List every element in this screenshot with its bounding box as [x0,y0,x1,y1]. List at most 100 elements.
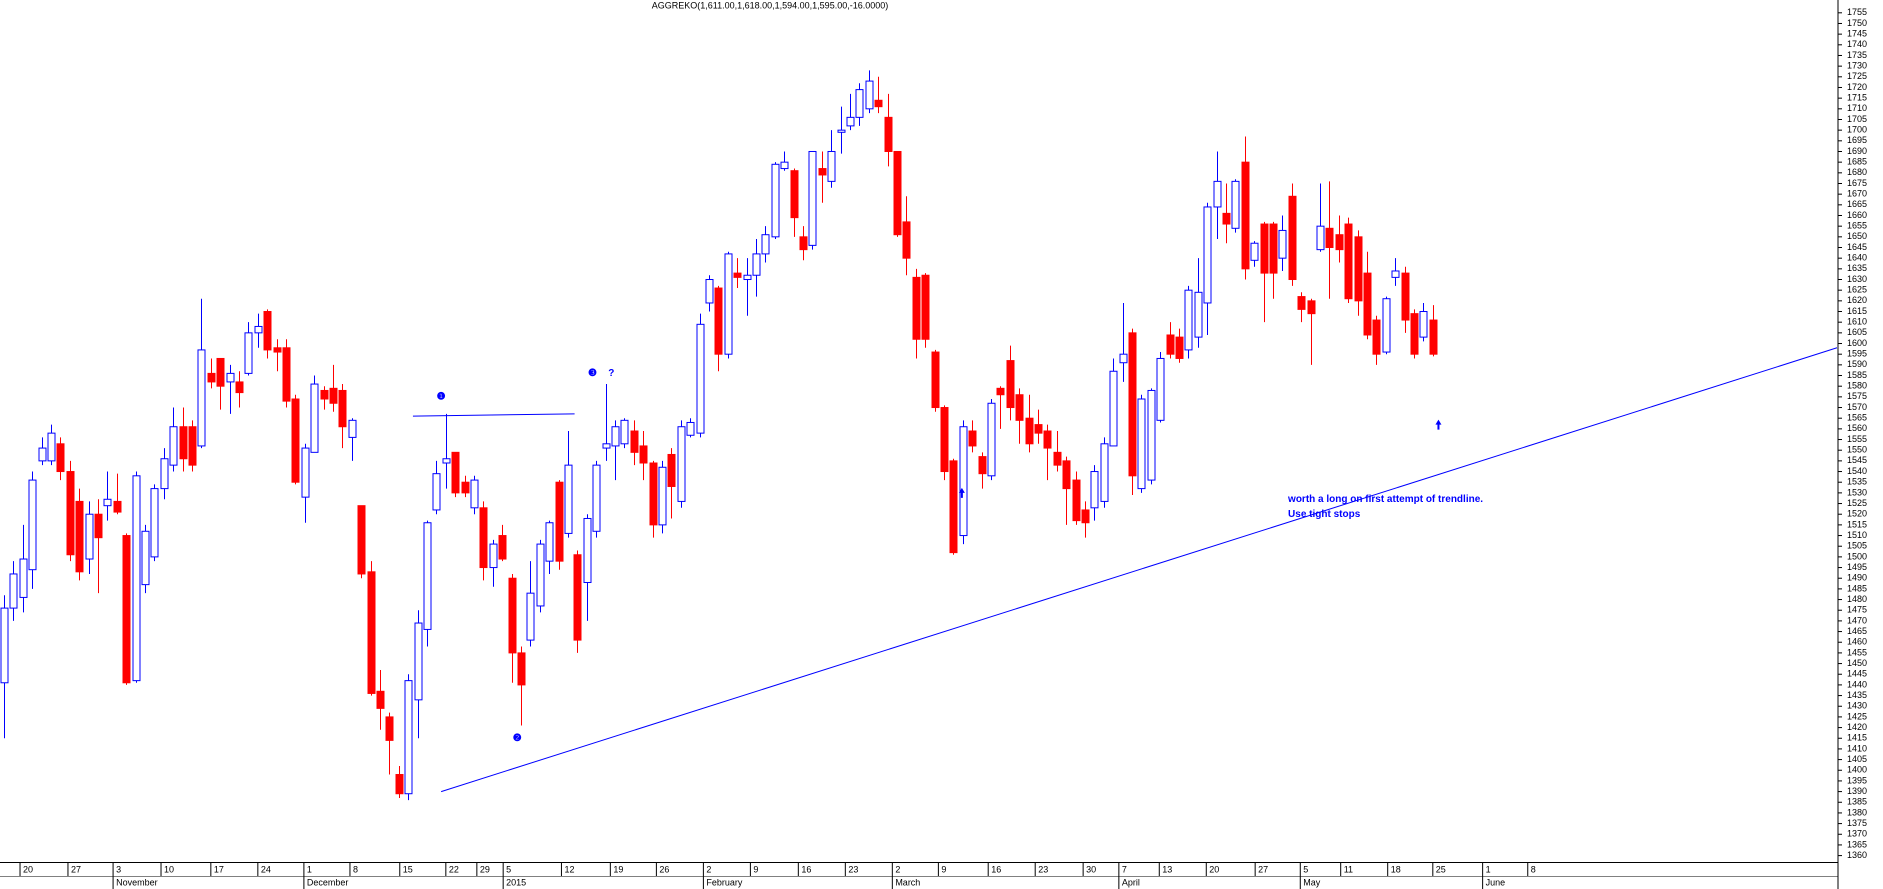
x-tick-label: 24 [261,864,271,874]
candle-body [188,426,197,466]
candle-body [1006,360,1015,409]
x-tick-label: 8 [1531,864,1536,874]
candle-body [1269,223,1278,274]
candle-body [1382,298,1391,353]
candle-body [790,170,799,219]
candle-body [1278,229,1287,259]
candle-body [498,535,507,560]
candle-body [404,680,413,795]
candle-body [141,530,150,586]
y-tick-label: 1510 [1847,530,1867,540]
candle-body [1043,430,1052,449]
y-tick-label: 1690 [1847,146,1867,156]
candle-body [921,274,930,340]
candle-body [479,507,488,569]
x-tick-label: 13 [1162,864,1172,874]
y-tick-label: 1495 [1847,562,1867,572]
candle-body [75,500,84,573]
candle-body [733,272,742,278]
y-tick-label: 1755 [1847,7,1867,17]
candle-body [1344,223,1353,300]
candle-body [376,690,385,709]
x-tick-label: 5 [1303,864,1308,874]
candle-body [1184,289,1193,351]
y-tick-label: 1675 [1847,178,1867,188]
y-tick-label: 1730 [1847,61,1867,71]
x-tick-label: 10 [164,864,174,874]
candle-body [1419,311,1428,338]
candle-body [103,498,112,507]
y-tick-label: 1635 [1847,263,1867,273]
y-tick-label: 1475 [1847,605,1867,615]
candle-body [696,323,705,434]
y-tick-label: 1595 [1847,349,1867,359]
y-tick-label: 1395 [1847,775,1867,785]
candle-body [620,419,629,445]
x-tick-label: 9 [753,864,758,874]
y-tick-label: 1380 [1847,807,1867,817]
y-tick-label: 1725 [1847,71,1867,81]
y-tick-label: 1375 [1847,818,1867,828]
candle-body [0,607,9,684]
annotation: ❶ [437,392,446,403]
candle-body [940,407,949,473]
candle-body [150,488,159,558]
y-tick-label: 1625 [1847,285,1867,295]
candle-body [771,163,780,238]
x-tick-label: 30 [1086,864,1096,874]
y-tick-label: 1650 [1847,231,1867,241]
candle-body [122,535,131,684]
candle-body [1053,451,1062,466]
candle-body [667,453,676,487]
candle-body [714,287,723,355]
y-tick-label: 1440 [1847,679,1867,689]
candle-body [432,473,441,511]
candle-body [357,505,366,575]
y-tick-label: 1540 [1847,466,1867,476]
candle-body [301,447,310,498]
x-tick-label: 25 [1436,864,1446,874]
y-tick-label: 1710 [1847,103,1867,113]
candle-body [686,421,695,436]
y-tick-label: 1640 [1847,253,1867,263]
candle-body [874,99,883,108]
candle-body [423,522,432,630]
candle-body [1109,370,1118,447]
y-tick-label: 1500 [1847,551,1867,561]
y-tick-label: 1535 [1847,477,1867,487]
y-tick-label: 1715 [1847,93,1867,103]
candle-body [1156,357,1165,421]
candle-body [451,451,460,494]
annotation: ❸ [588,368,597,379]
candle-body [38,447,47,462]
y-tick-label: 1370 [1847,829,1867,839]
y-tick-label: 1415 [1847,733,1867,743]
y-tick-label: 1735 [1847,50,1867,60]
candle-body [1025,417,1034,445]
x-tick-label: 8 [353,864,358,874]
candle-body [489,543,498,569]
y-tick-label: 1490 [1847,573,1867,583]
y-tick-label: 1385 [1847,797,1867,807]
y-tick-label: 1360 [1847,850,1867,860]
candle-body [244,332,253,374]
candle-body [226,372,235,383]
candle-body [827,150,836,182]
candle-body [273,347,282,353]
y-tick-label: 1645 [1847,242,1867,252]
trendline [440,347,1838,793]
candle-body [724,253,733,355]
candle-body [808,150,817,246]
candle-body [677,426,686,502]
x-tick-label: 1 [1486,864,1491,874]
candle-body [893,150,902,236]
candle-body [216,357,225,387]
y-tick-label: 1545 [1847,455,1867,465]
y-tick-label: 1460 [1847,637,1867,647]
y-tick-label: 1480 [1847,594,1867,604]
candle-body [1072,479,1081,522]
candle-body [573,554,582,641]
candle-body [799,236,808,251]
candle-body [1401,272,1410,321]
